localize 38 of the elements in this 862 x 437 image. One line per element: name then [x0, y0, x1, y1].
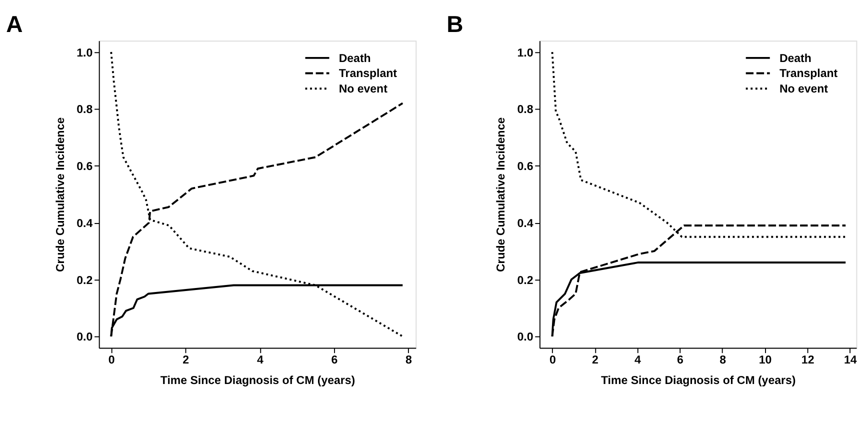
y-tick-label: 0.4 — [517, 218, 534, 230]
y-tick-label: 0.8 — [517, 104, 534, 116]
y-tick-label: 0.6 — [517, 161, 534, 174]
legend-label: Transplant — [779, 68, 838, 80]
legend-label: Death — [338, 52, 371, 65]
chart-title: B — [446, 10, 464, 37]
y-axis-title: Crude Cumulative Incidence — [496, 117, 508, 272]
x-tick-label: 12 — [801, 354, 814, 367]
x-tick-label: 2 — [592, 354, 598, 367]
line-series — [110, 51, 404, 338]
y-tick-label: 0.2 — [76, 274, 93, 287]
legend-label: Death — [779, 52, 812, 65]
y-axis-title: Crude Cumulative Incidence — [55, 117, 68, 272]
y-tick-label: 0.4 — [76, 218, 94, 230]
x-tick-label: 0 — [108, 354, 115, 367]
y-tick-label: 0.2 — [517, 274, 534, 287]
chart-title: A — [6, 10, 24, 37]
x-tick-label: 6 — [677, 354, 684, 367]
legend-label: No event — [338, 83, 388, 96]
y-tick-label: 0.8 — [76, 104, 94, 116]
y-tick-label: 1.0 — [76, 47, 93, 60]
y-tick-label: 0.0 — [76, 332, 93, 344]
x-tick-label: 4 — [256, 354, 264, 367]
y-tick-label: 0.6 — [76, 161, 93, 174]
x-tick-label: 8 — [405, 354, 412, 367]
x-tick-label: 14 — [844, 354, 858, 367]
legend-label: Transplant — [338, 68, 398, 80]
x-tick-label: 10 — [758, 354, 772, 367]
x-tick-label: 2 — [182, 354, 190, 367]
x-axis-title: Time Since Diagnosis of CM (years) — [160, 374, 356, 387]
legend-label: No event — [779, 83, 828, 96]
y-tick-label: 0.0 — [517, 332, 534, 344]
x-tick-label: 6 — [331, 354, 338, 367]
x-tick-label: 4 — [634, 354, 642, 367]
x-tick-label: 0 — [550, 354, 556, 367]
y-tick-label: 1.0 — [517, 47, 534, 60]
x-axis-title: Time Since Diagnosis of CM (years) — [600, 374, 796, 387]
x-tick-label: 8 — [720, 354, 727, 367]
